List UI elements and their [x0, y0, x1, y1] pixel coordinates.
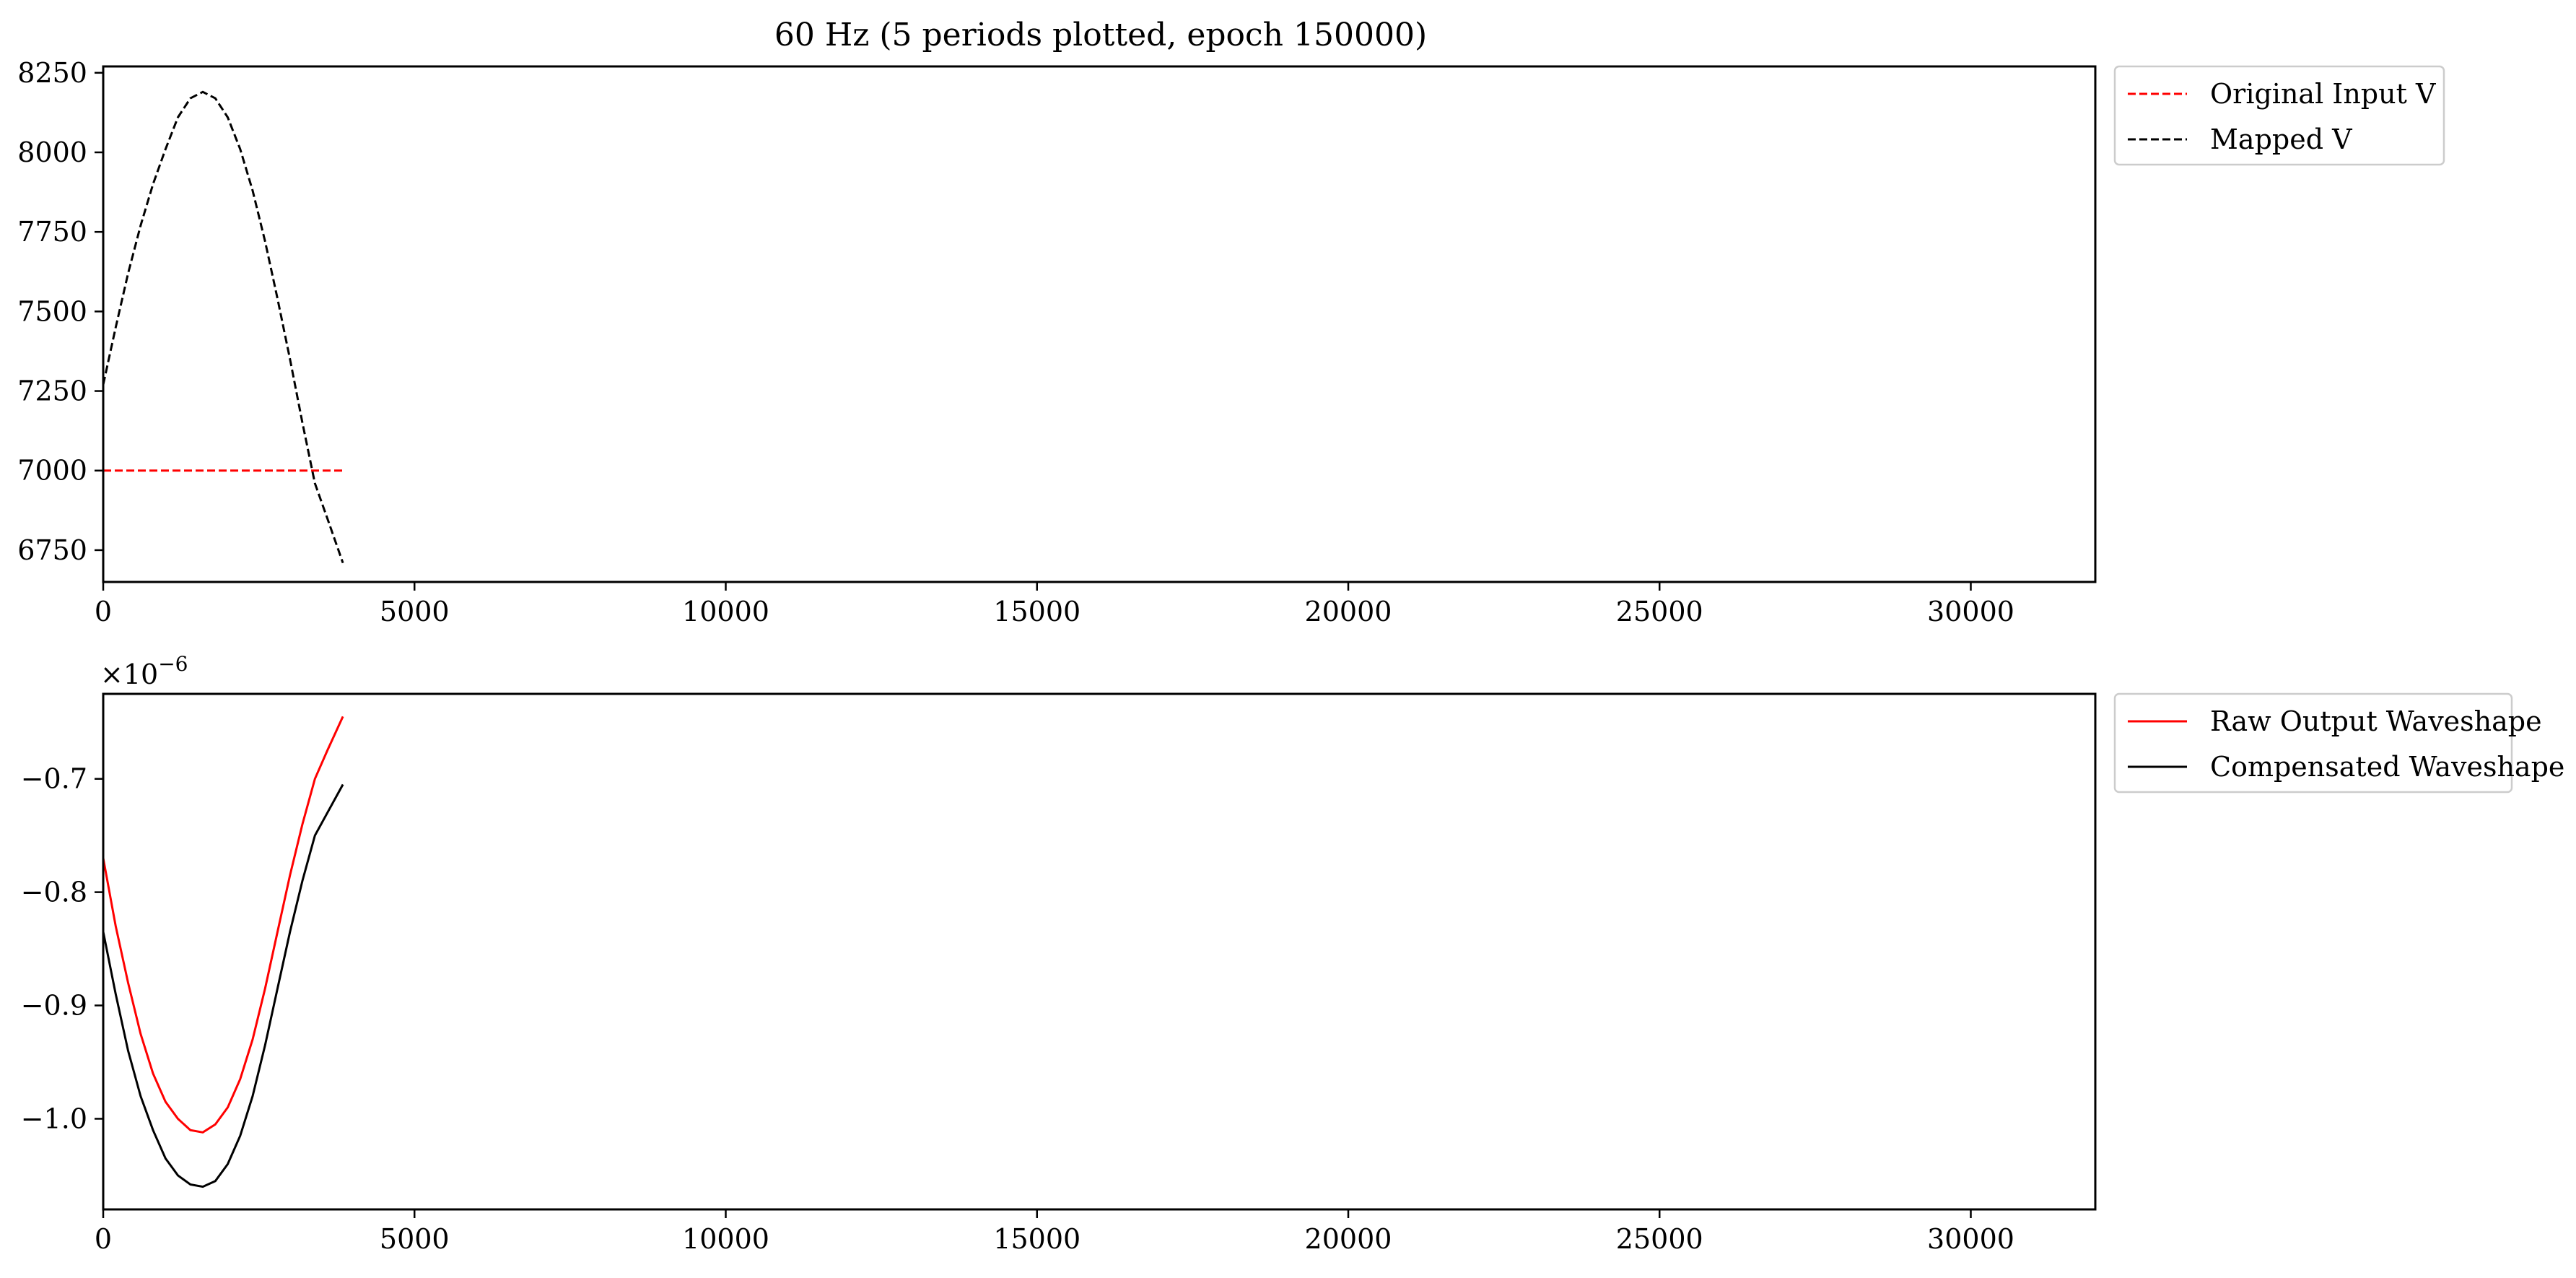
x-tick-label: 25000 — [1616, 596, 1703, 627]
y-tick-label: −0.9 — [21, 990, 87, 1022]
y-tick-label: −0.7 — [21, 763, 87, 795]
series-line-1-0 — [102, 716, 344, 1134]
figure-title: 60 Hz (5 periods plotted, epoch 150000) — [774, 17, 1427, 53]
x-tick-label: 30000 — [1927, 596, 2014, 627]
legend-label: Mapped V — [2210, 123, 2352, 155]
y-scale-label: ×10−6 — [100, 652, 188, 690]
x-tick-label: 15000 — [993, 596, 1080, 627]
legend-box — [2113, 65, 2445, 166]
x-tick-label: 10000 — [682, 1223, 769, 1255]
y-tick-label: −0.8 — [21, 877, 87, 908]
x-tick-label: 20000 — [1305, 1223, 1392, 1255]
x-tick-label: 15000 — [993, 1223, 1080, 1255]
legend-box — [2113, 692, 2513, 794]
y-tick-label: 7000 — [17, 455, 87, 487]
x-tick-label: 5000 — [380, 1223, 450, 1255]
legend-label: Raw Output Waveshape — [2210, 705, 2542, 737]
y-tick-label: −1.0 — [21, 1103, 87, 1134]
legend-label: Compensated Waveshape — [2210, 751, 2564, 783]
y-tick-label: 7250 — [17, 375, 87, 407]
series-line-1-1 — [102, 783, 344, 1188]
x-tick-label: 5000 — [380, 596, 450, 627]
y-tick-label: 8000 — [17, 136, 87, 168]
y-tick-label: 7500 — [17, 295, 87, 327]
x-tick-label: 20000 — [1305, 596, 1392, 627]
x-tick-label: 25000 — [1616, 1223, 1703, 1255]
legend: Original Input V Mapped V — [2113, 65, 2445, 166]
axes-bottom: 0 5000 10000 15000 20000 25000 30000 −1.0 −0.9 −0… — [21, 652, 2565, 1255]
axes-frame — [102, 692, 2097, 1211]
y-tick-label: 6750 — [17, 534, 87, 566]
x-tick-label: 30000 — [1927, 1223, 2014, 1255]
x-tick-label: 0 — [95, 596, 112, 627]
legend-label: Original Input V — [2210, 78, 2436, 110]
x-tick-label: 0 — [95, 1223, 112, 1255]
y-tick-label: 8250 — [17, 57, 87, 89]
axes-top: 0 5000 10000 15000 20000 25000 30000 6750 7000 72… — [17, 57, 2445, 627]
legend: Raw Output Waveshape Compensated Waveshap… — [2113, 692, 2564, 794]
y-tick-label: 7750 — [17, 216, 87, 248]
series-line-0-1 — [102, 90, 344, 564]
x-tick-label: 10000 — [682, 596, 769, 627]
axes-frame — [102, 65, 2097, 583]
